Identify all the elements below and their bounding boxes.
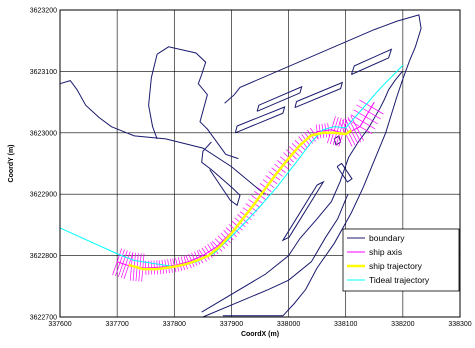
x-tick-label: 338300 — [448, 321, 471, 328]
x-tick-label: 338000 — [277, 321, 300, 328]
ship-axis-segment — [112, 248, 123, 276]
boundary-line — [59, 80, 265, 195]
boundary-line — [156, 46, 239, 160]
y-tick-label: 3622700 — [30, 315, 57, 322]
x-axis-label: CoordX (m) — [241, 331, 279, 338]
x-tick-label: 338200 — [391, 321, 414, 328]
x-tick-label: 338100 — [334, 321, 357, 328]
x-tick-label: 337900 — [220, 321, 243, 328]
boundary-line — [222, 14, 422, 317]
y-axis-label: CoordY (m) — [8, 145, 15, 183]
boundary-line — [294, 81, 344, 109]
boundary-line — [281, 180, 325, 242]
y-tick-label: 3623100 — [30, 69, 57, 76]
x-tick-label: 337700 — [105, 321, 128, 328]
boundary-line — [148, 54, 158, 140]
plot-frame — [59, 9, 461, 318]
y-tick-label: 3623200 — [30, 8, 57, 15]
boundary-line — [201, 141, 241, 207]
ship-trajectory-line — [128, 129, 353, 271]
legend-label: ship trajectory — [369, 261, 423, 271]
boundary-line — [202, 193, 349, 318]
y-tick-label: 3622800 — [30, 253, 57, 260]
chart-legend: boundary ship axis ship trajectory Tideal t… — [342, 228, 460, 292]
y-tick-label: 3623000 — [30, 130, 57, 137]
y-tick-label: 3622900 — [30, 192, 57, 199]
legend-label: Tideal trajectory — [369, 275, 430, 285]
x-tick-label: 337800 — [163, 321, 186, 328]
boundary-line — [201, 71, 403, 313]
legend-box — [342, 228, 460, 292]
boundary-line — [336, 162, 353, 183]
boundary-line — [234, 106, 286, 134]
legend-label: ship axis — [369, 247, 402, 257]
x-tick-label: 337600 — [48, 321, 71, 328]
boundary-line — [350, 48, 393, 75]
boundary-line — [256, 85, 303, 112]
legend-label: boundary — [369, 233, 405, 243]
